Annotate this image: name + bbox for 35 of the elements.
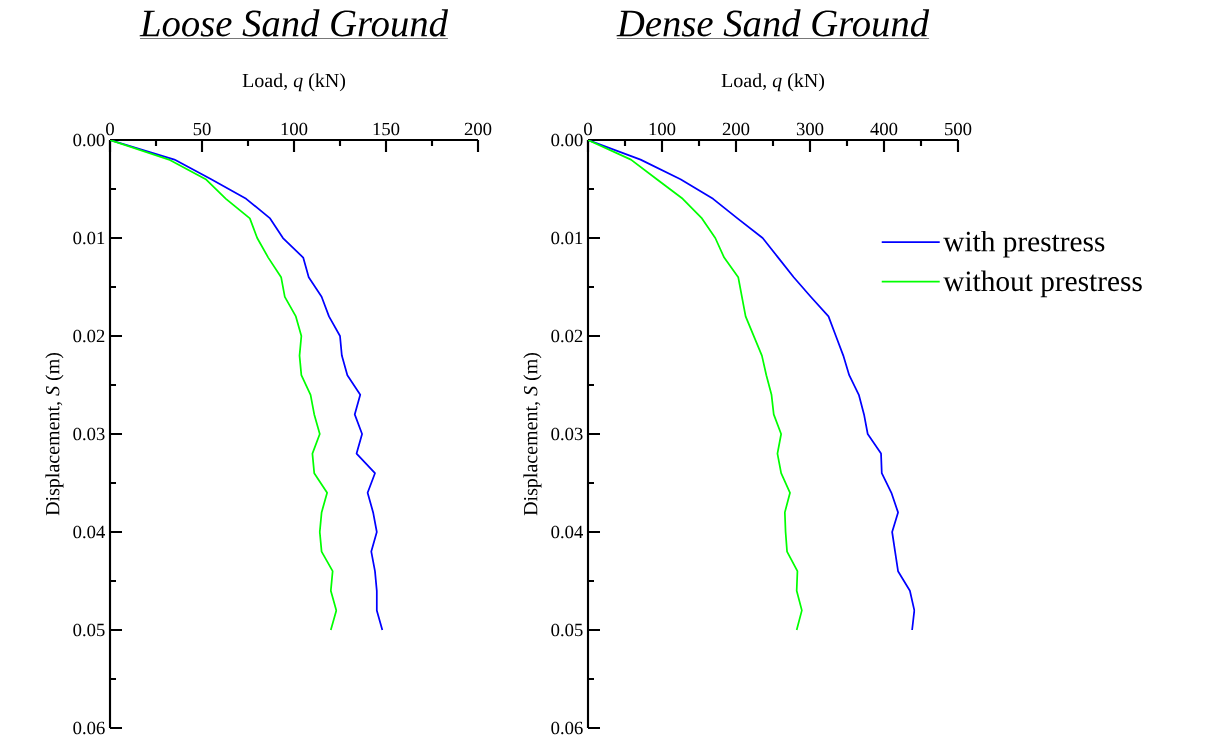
y-axis-title: Displacement, S (m) bbox=[45, 352, 64, 516]
y-tick-label: 0.05 bbox=[551, 623, 583, 637]
y-tick-label: 0.01 bbox=[73, 231, 105, 245]
x-tick-label: 100 bbox=[649, 122, 676, 136]
x-tick-label: 100 bbox=[281, 122, 308, 136]
y-tick-label: 0.06 bbox=[551, 721, 583, 735]
y-tick-label: 0.00 bbox=[73, 133, 105, 147]
y-tick-label: 0.06 bbox=[73, 721, 105, 735]
y-tick-label: 0.00 bbox=[551, 133, 583, 147]
legend-label: without prestress bbox=[943, 270, 1142, 298]
x-tick-label: 400 bbox=[870, 122, 898, 136]
x-tick-label: 0 bbox=[106, 122, 114, 136]
x-axis-title: Load, q (kN) bbox=[721, 73, 825, 92]
y-tick-label: 0.04 bbox=[73, 525, 106, 539]
x-tick-label: 200 bbox=[722, 122, 750, 136]
y-tick-label: 0.04 bbox=[551, 525, 584, 539]
x-tick-label: 50 bbox=[193, 122, 211, 136]
y-tick-label: 0.03 bbox=[73, 427, 105, 441]
line-series bbox=[588, 140, 916, 631]
y-axis-title: Displacement, S (m) bbox=[523, 352, 542, 516]
x-tick-label: 500 bbox=[945, 122, 972, 136]
y-tick-label: 0.02 bbox=[73, 329, 105, 343]
y-tick-label: 0.03 bbox=[551, 427, 583, 441]
y-tick-label: 0.05 bbox=[73, 623, 105, 637]
x-tick-label: 200 bbox=[464, 122, 492, 136]
line-series bbox=[110, 140, 338, 631]
y-tick-label: 0.01 bbox=[551, 231, 583, 245]
chart-title: Loose Sand Ground bbox=[139, 9, 449, 37]
x-tick-label: 300 bbox=[796, 122, 824, 136]
y-tick-label: 0.02 bbox=[551, 329, 583, 343]
x-tick-label: 0 bbox=[584, 122, 592, 136]
x-axis-title: Load, q (kN) bbox=[242, 73, 346, 92]
chart-title: Dense Sand Ground bbox=[616, 9, 930, 37]
legend-label: with prestress bbox=[943, 230, 1105, 258]
x-tick-label: 150 bbox=[373, 122, 400, 136]
